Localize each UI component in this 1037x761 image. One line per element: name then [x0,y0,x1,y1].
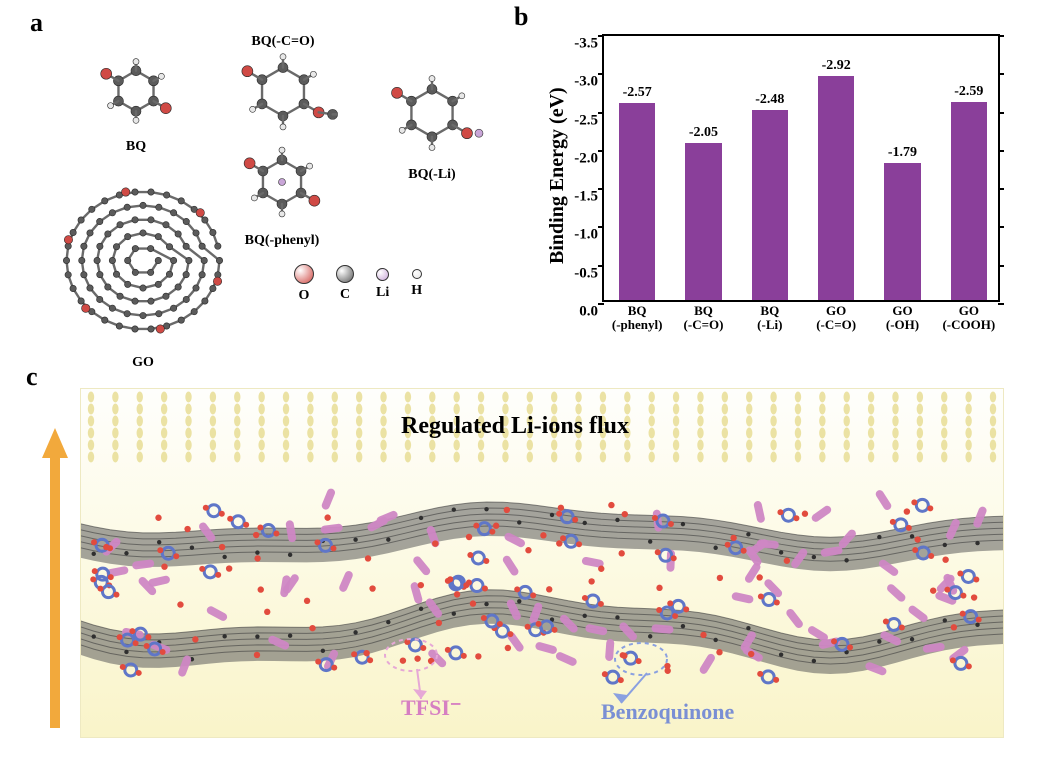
legend-label: H [411,283,422,299]
ytick-label: 0.0 [579,304,604,321]
bar-value-label: -2.57 [613,85,661,101]
bar-0 [619,103,655,300]
panel-a: a BQBQ(-C=O)BQ(-Li)BQ(-phenyl)GOOCLiH [36,14,506,344]
chart-ylabel: Binding Energy (eV) [546,88,569,265]
bar-value-label: -2.92 [812,58,860,74]
xtick-label: GO(-C=O) [803,300,869,333]
bar-1 [685,143,721,300]
ytick-label: -3.0 [574,74,604,91]
panel-c-label: c [26,362,38,392]
bar-value-label: -2.59 [945,84,993,100]
legend-label: Li [376,285,389,301]
schematic-scene: Regulated Li-ions flux TFSI⁻ Benzoquinone [80,388,1004,738]
bar-2 [752,110,788,300]
ytick-label: -2.5 [574,112,604,129]
xtick-label: GO(-OH) [869,300,935,333]
flux-title: Regulated Li-ions flux [401,413,629,440]
molecule-bq: BQ [90,56,182,155]
callout-tfsi: TFSI⁻ [401,695,462,721]
ytick-label: -1.0 [574,227,604,244]
panel-a-molecules: BQBQ(-C=O)BQ(-Li)BQ(-phenyl)GOOCLiH [36,14,506,344]
molecule-label: BQ [90,139,182,155]
atom-legend: O C Li H [294,264,422,304]
legend-label: C [340,287,350,303]
ytick-label: -1.5 [574,189,604,206]
ytick-label: -3.5 [574,36,604,53]
xtick-label: BQ(-C=O) [670,300,736,333]
molecule-bq_co: BQ(-C=O) [228,30,338,143]
panel-b-label: b [514,2,528,32]
ytick-label: -0.5 [574,265,604,282]
legend-C: C [336,265,354,303]
bar-value-label: -2.48 [746,92,794,108]
bar-value-label: -1.79 [878,145,926,161]
molecule-label: BQ(-C=O) [228,34,338,50]
legend-H: H [411,269,422,299]
molecule-label: BQ(-Li) [378,167,486,183]
ytick-label: -2.0 [574,150,604,167]
flux-arrow-icon [42,428,68,728]
molecule-bq_li: BQ(-Li) [378,72,486,183]
legend-Li: Li [376,268,389,301]
binding-energy-chart: 0.0-0.5-1.0-1.5-2.0-2.5-3.0-3.5-2.57BQ(-… [602,34,1000,302]
legend-O: O [294,264,314,304]
xtick-label: BQ(-phenyl) [604,300,670,333]
xtick-label: GO(-COOH) [936,300,1002,333]
callout-benzoquinone: Benzoquinone [601,699,734,725]
bar-3 [818,76,854,300]
bar-4 [884,163,920,300]
bar-5 [951,102,987,300]
panel-b: b 0.0-0.5-1.0-1.5-2.0-2.5-3.0-3.5-2.57BQ… [518,4,1018,354]
molecule-go: GO [58,184,228,371]
panel-c: c Regulated Li-ions fluxTFSI⁻Benzoquinon… [26,368,1012,748]
legend-label: O [299,288,310,304]
bar-value-label: -2.05 [679,125,727,141]
molecule-label: BQ(-phenyl) [232,233,332,249]
molecule-bq_phenyl: BQ(-phenyl) [232,144,332,249]
xtick-label: BQ(-Li) [737,300,803,333]
